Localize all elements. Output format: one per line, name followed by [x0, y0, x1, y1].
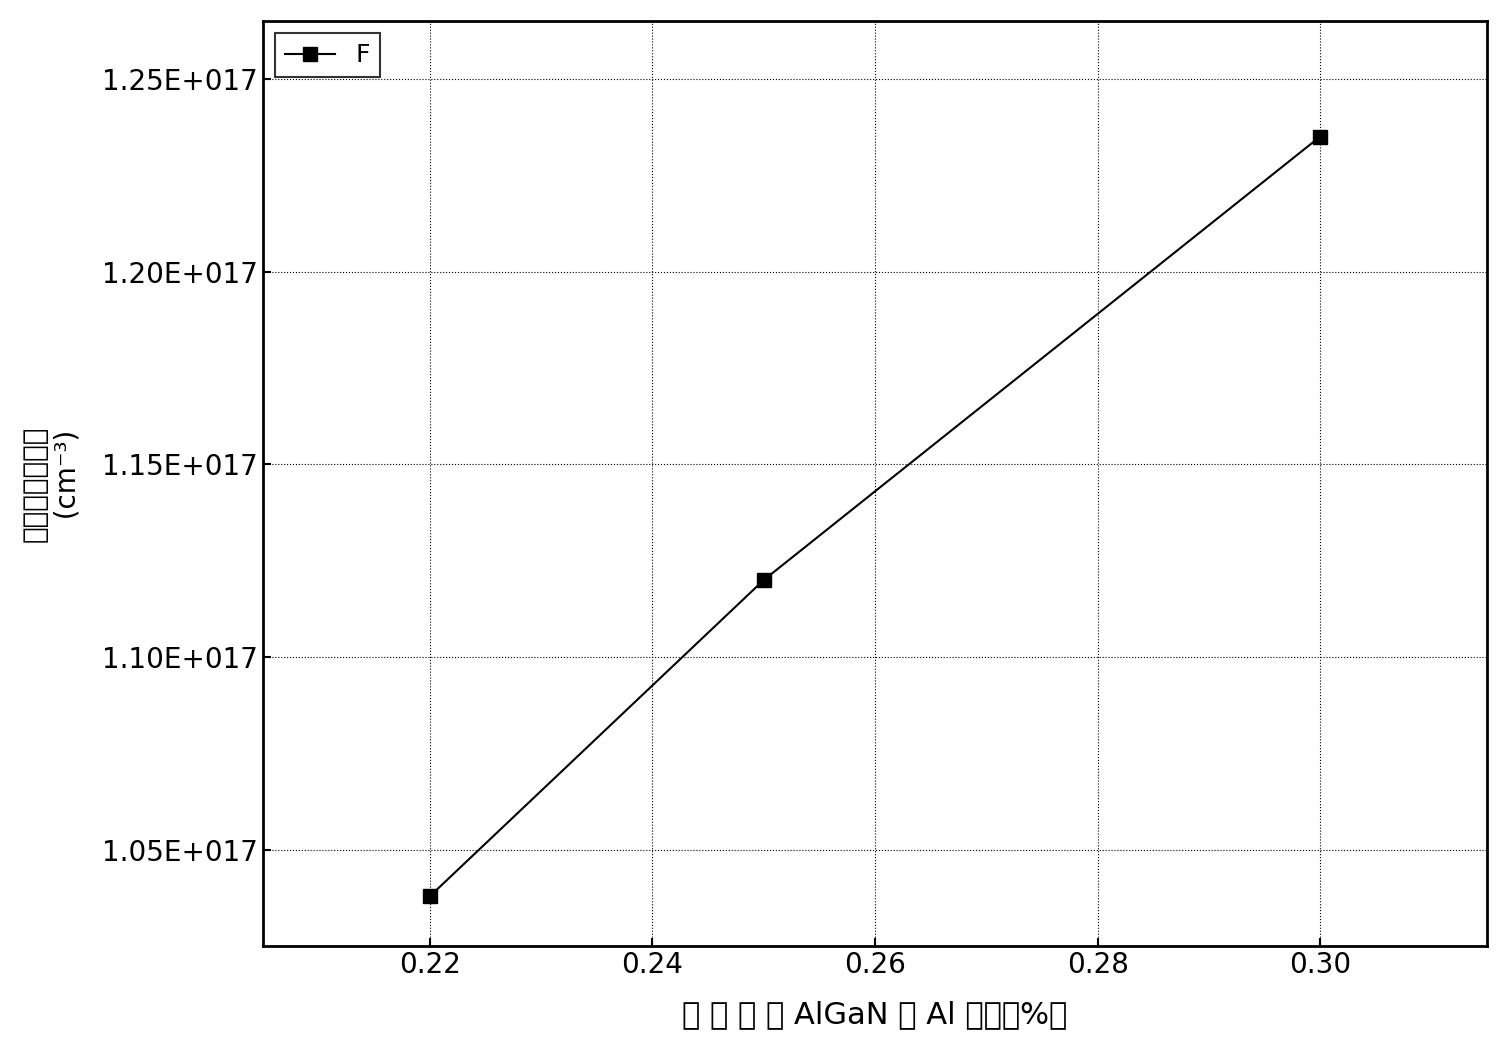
F — [421, 890, 439, 903]
F — [1310, 130, 1329, 143]
Y-axis label: 三维电子气浓度
  (cm⁻³): 三维电子气浓度 (cm⁻³) — [21, 425, 81, 542]
F — [754, 573, 772, 586]
Line: F: F — [422, 129, 1327, 903]
Legend: F: F — [276, 34, 380, 78]
X-axis label: 第 一 势 垒 AlGaN 中 Al 组分（%）: 第 一 势 垒 AlGaN 中 Al 组分（%） — [682, 1001, 1068, 1029]
